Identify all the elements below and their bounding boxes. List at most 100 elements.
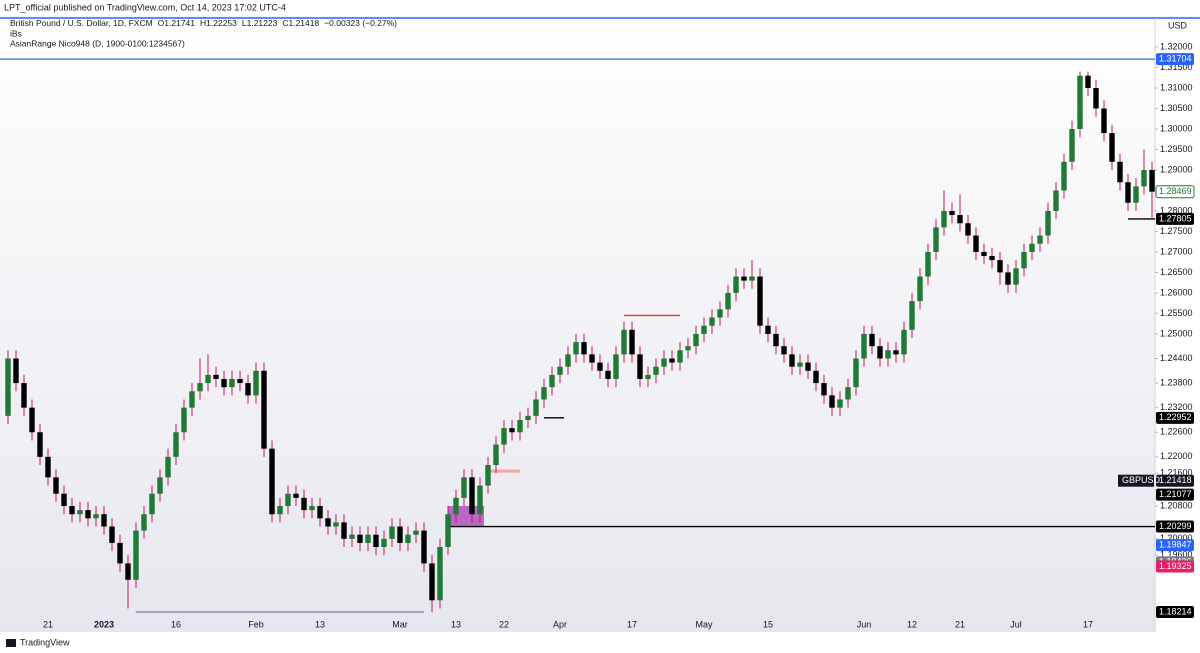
candle-body xyxy=(253,370,259,396)
candle-body xyxy=(301,497,307,511)
candle-body xyxy=(469,477,475,515)
y-tick-label: 1.32000 xyxy=(1160,41,1193,51)
y-tick-label: 1.23200 xyxy=(1160,402,1193,412)
candle-body xyxy=(173,432,179,457)
candle-body xyxy=(933,227,939,252)
candle-body xyxy=(533,399,539,416)
candle-body xyxy=(557,366,563,375)
footer-logo xyxy=(6,639,16,647)
candle-body xyxy=(805,362,811,371)
price-label: 1.20299 xyxy=(1159,521,1192,531)
candle-body xyxy=(885,350,891,359)
candle-body xyxy=(749,276,755,281)
candle-body xyxy=(269,448,275,515)
price-label-box xyxy=(1156,606,1194,619)
candle-body xyxy=(149,493,155,515)
candle-body xyxy=(717,309,723,318)
candle-body xyxy=(629,329,635,355)
price-label-box xyxy=(1156,53,1194,66)
candle-body xyxy=(21,383,27,408)
ohlc-change: −0.00323 (−0.27%) xyxy=(324,18,397,28)
candle-body xyxy=(1125,182,1131,203)
candle-body xyxy=(477,485,483,515)
candle-body xyxy=(917,276,923,302)
candle-body xyxy=(181,407,187,433)
candle-body xyxy=(5,358,11,416)
candle-body xyxy=(941,210,947,228)
candle-body xyxy=(605,370,611,379)
candle-body xyxy=(541,387,547,400)
candle-body xyxy=(765,325,771,334)
candle-body xyxy=(277,506,283,515)
candle-body xyxy=(413,530,419,535)
y-tick-label: 1.29000 xyxy=(1160,164,1193,174)
candle-body xyxy=(1021,251,1027,269)
candle-body xyxy=(245,383,251,396)
candle-body xyxy=(197,383,203,392)
candle-body xyxy=(861,333,867,359)
candle-body xyxy=(29,407,35,433)
y-tick-label: 1.20000 xyxy=(1160,533,1193,543)
candle-body xyxy=(589,354,595,363)
candle-body xyxy=(45,456,51,478)
candle-body xyxy=(1101,108,1107,134)
candle-body xyxy=(741,276,747,281)
y-tick-label: 1.27500 xyxy=(1160,226,1193,236)
candle-body xyxy=(341,522,347,539)
candle-body xyxy=(693,333,699,347)
y-tick-label: 1.27000 xyxy=(1160,246,1193,256)
candle-body xyxy=(677,350,683,363)
candle-body xyxy=(1069,128,1075,162)
candle-body xyxy=(429,563,435,601)
price-label: 1.31704 xyxy=(1159,54,1192,64)
price-label: 1.21418 xyxy=(1159,475,1192,485)
price-label: 1.19847 xyxy=(1159,539,1192,549)
candle-body xyxy=(781,346,787,355)
candle-body xyxy=(1085,75,1091,88)
y-tick-label: 1.25000 xyxy=(1160,328,1193,338)
candle-body xyxy=(613,354,619,379)
y-tick-label: 1.23800 xyxy=(1160,377,1193,387)
candle-body xyxy=(877,346,883,359)
y-tick-label: 1.26000 xyxy=(1160,287,1193,297)
candle-body xyxy=(829,395,835,408)
candle-body xyxy=(493,444,499,466)
y-tick-label: 1.29500 xyxy=(1160,144,1193,154)
price-label-box xyxy=(1155,185,1195,199)
candle-body xyxy=(373,534,379,548)
candle-body xyxy=(1005,272,1011,285)
y-tick-label: 1.30000 xyxy=(1160,123,1193,133)
candle-body xyxy=(261,370,267,449)
indicator: iBs xyxy=(10,28,22,38)
x-tick-label: Jul xyxy=(1010,619,1022,629)
candle-body xyxy=(37,432,43,457)
candle-body xyxy=(445,514,451,548)
candle-body xyxy=(437,547,443,601)
symbol: British Pound / U.S. Dollar, 1D, FXCM xyxy=(10,18,153,28)
plot-background xyxy=(0,18,1155,632)
price-label-box xyxy=(1156,560,1194,573)
y-tick-label: 1.30500 xyxy=(1160,103,1193,113)
candle-body xyxy=(1037,235,1043,244)
candle-body xyxy=(597,362,603,371)
candle-body xyxy=(1029,243,1035,252)
candle-body xyxy=(973,235,979,252)
candle-body xyxy=(901,329,907,355)
candle-body xyxy=(93,514,99,519)
ohlc-high: H1.22253 xyxy=(200,18,237,28)
candle-body xyxy=(61,493,67,507)
candle-body xyxy=(981,251,987,257)
price-label-box xyxy=(1156,411,1194,424)
candle-body xyxy=(549,374,555,388)
candle-body xyxy=(581,342,587,355)
x-tick-label: Feb xyxy=(248,619,264,629)
y-tick-label: 1.19600 xyxy=(1160,550,1193,560)
candle-body xyxy=(125,563,131,580)
y-tick-label: 1.21600 xyxy=(1160,468,1193,478)
candle-body xyxy=(485,465,491,486)
candle-body xyxy=(333,522,339,527)
candle-body xyxy=(85,510,91,519)
candle-body xyxy=(949,210,955,216)
candle-body xyxy=(389,526,395,539)
x-tick-label: 12 xyxy=(907,619,917,629)
